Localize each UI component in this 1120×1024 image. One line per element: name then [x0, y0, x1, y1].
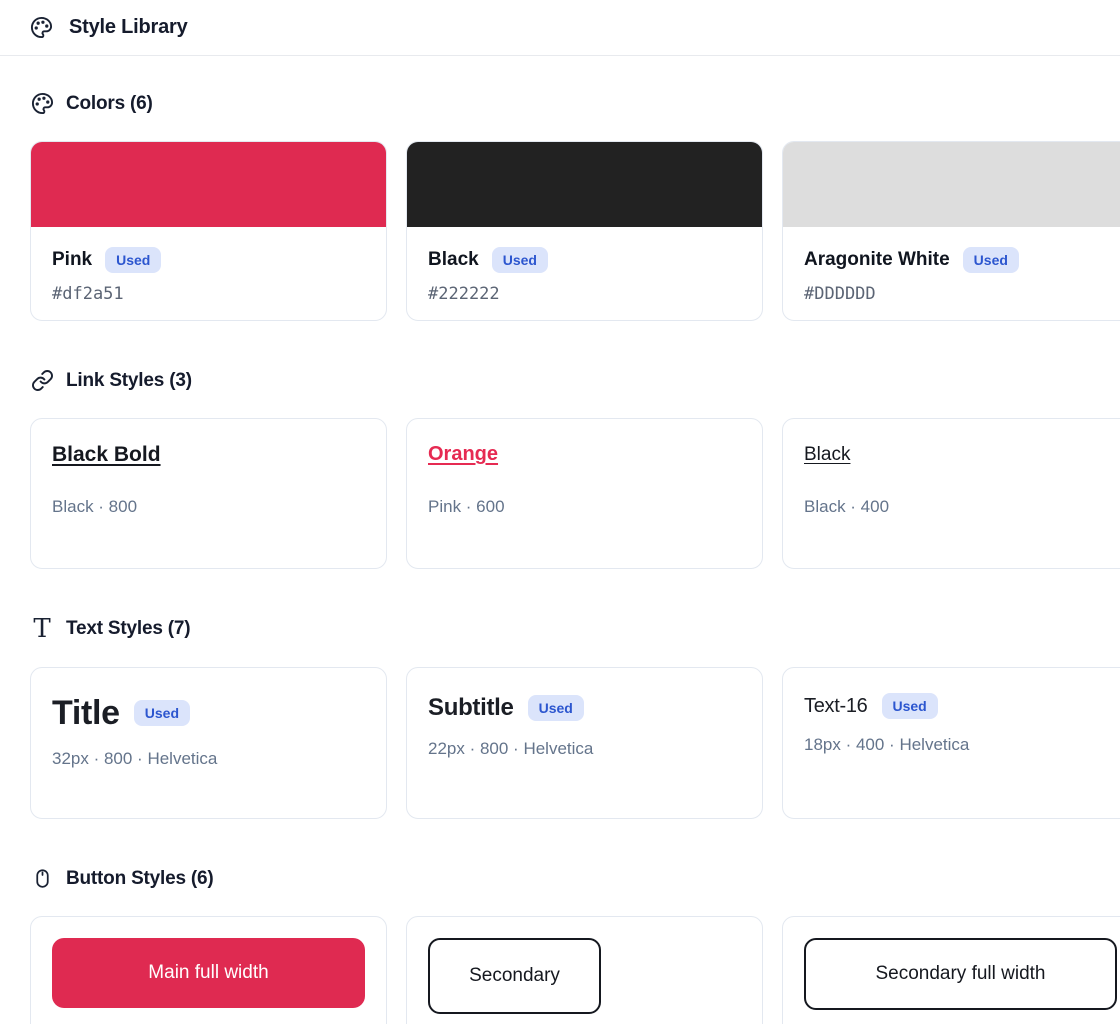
- used-badge: Used: [105, 247, 162, 273]
- color-card-pink[interactable]: Pink Used #df2a51: [30, 141, 387, 321]
- link-sample[interactable]: Black: [804, 444, 851, 465]
- color-card-black[interactable]: Black Used #222222: [406, 141, 763, 321]
- color-hex: #df2a51: [52, 284, 124, 304]
- section-text-styles: T Text Styles (7) Title Used 32px · 800 …: [30, 614, 1120, 819]
- color-hex: #DDDDDD: [804, 284, 876, 304]
- buttons-section-title: Button Styles (6): [66, 867, 214, 889]
- text-meta: 22px · 800 · Helvetica: [428, 739, 594, 758]
- link-sample[interactable]: Orange: [428, 443, 499, 465]
- secondary-button[interactable]: Secondary: [428, 938, 601, 1014]
- colors-grid: Pink Used #df2a51 Black Used #222222: [30, 141, 1120, 321]
- button-style-card-secondary-full-width[interactable]: Secondary full width White · Text-18 · 5…: [782, 916, 1120, 1024]
- texts-section-header: T Text Styles (7): [30, 614, 1120, 644]
- buttons-section-header: Button Styles (6): [30, 867, 1120, 890]
- section-colors: Colors (6) Pink Used #df2a51 Black: [30, 92, 1120, 321]
- link-meta: Black · 800: [52, 497, 138, 516]
- secondary-full-width-button[interactable]: Secondary full width: [804, 938, 1117, 1010]
- link-style-card-orange[interactable]: Orange Pink · 600: [406, 418, 763, 569]
- link-sample[interactable]: Black Bold: [52, 443, 161, 466]
- color-swatch: [31, 142, 386, 227]
- app-header: Style Library: [0, 0, 1120, 56]
- page-title: Style Library: [69, 16, 188, 38]
- button-meta: Pink · Text-18 · 500: [52, 1021, 365, 1024]
- text-sample: Subtitle: [428, 694, 514, 721]
- used-badge: Used: [527, 695, 584, 721]
- color-name: Pink: [52, 249, 93, 270]
- links-section-title: Link Styles (3): [66, 369, 192, 391]
- main-content: Colors (6) Pink Used #df2a51 Black: [0, 56, 1120, 1024]
- section-link-styles: Link Styles (3) Black Bold Black · 800 O…: [30, 369, 1120, 569]
- color-name: Aragonite White: [804, 249, 950, 270]
- text-meta: 32px · 800 · Helvetica: [52, 749, 218, 768]
- link-meta: Pink · 600: [428, 497, 505, 516]
- buttons-grid: Main full width Pink · Text-18 · 500 Sec…: [30, 916, 1120, 1024]
- text-style-card-subtitle[interactable]: Subtitle Used 22px · 800 · Helvetica: [406, 667, 763, 819]
- used-badge: Used: [962, 247, 1019, 273]
- text-style-card-text-16[interactable]: Text-16 Used 18px · 400 · Helvetica: [782, 667, 1120, 819]
- link-meta: Black · 400: [804, 497, 890, 516]
- links-grid: Black Bold Black · 800 Orange Pink · 600…: [30, 418, 1120, 569]
- used-badge: Used: [881, 693, 938, 719]
- text-meta: 18px · 400 · Helvetica: [804, 735, 970, 754]
- text-style-card-title[interactable]: Title Used 32px · 800 · Helvetica: [30, 667, 387, 819]
- texts-grid: Title Used 32px · 800 · Helvetica Subtit…: [30, 667, 1120, 819]
- links-section-header: Link Styles (3): [30, 369, 1120, 392]
- link-style-card-black-bold[interactable]: Black Bold Black · 800: [30, 418, 387, 569]
- main-full-width-button[interactable]: Main full width: [52, 938, 365, 1008]
- section-button-styles: Button Styles (6) Main full width Pink ·…: [30, 867, 1120, 1024]
- button-style-card-main-full-width[interactable]: Main full width Pink · Text-18 · 500: [30, 916, 387, 1024]
- button-style-card-secondary[interactable]: Secondary White · Text-18 · 500: [406, 916, 763, 1024]
- palette-icon: [30, 16, 53, 39]
- mouse-icon: [30, 867, 54, 890]
- text-sample: Text-16: [804, 695, 868, 717]
- color-swatch: [407, 142, 762, 227]
- color-card-aragonite-white[interactable]: Aragonite White Used #DDDDDD: [782, 141, 1120, 321]
- colors-section-title: Colors (6): [66, 92, 153, 114]
- color-swatch: [783, 142, 1120, 227]
- color-name: Black: [428, 249, 479, 270]
- link-style-card-black[interactable]: Black Black · 400: [782, 418, 1120, 569]
- link-icon: [30, 369, 54, 392]
- used-badge: Used: [491, 247, 548, 273]
- text-sample: Title: [52, 694, 120, 732]
- palette-icon: [30, 92, 54, 115]
- text-icon: T: [33, 614, 51, 644]
- color-hex: #222222: [428, 284, 500, 304]
- texts-section-title: Text Styles (7): [66, 618, 191, 639]
- used-badge: Used: [133, 700, 191, 726]
- colors-section-header: Colors (6): [30, 92, 1120, 115]
